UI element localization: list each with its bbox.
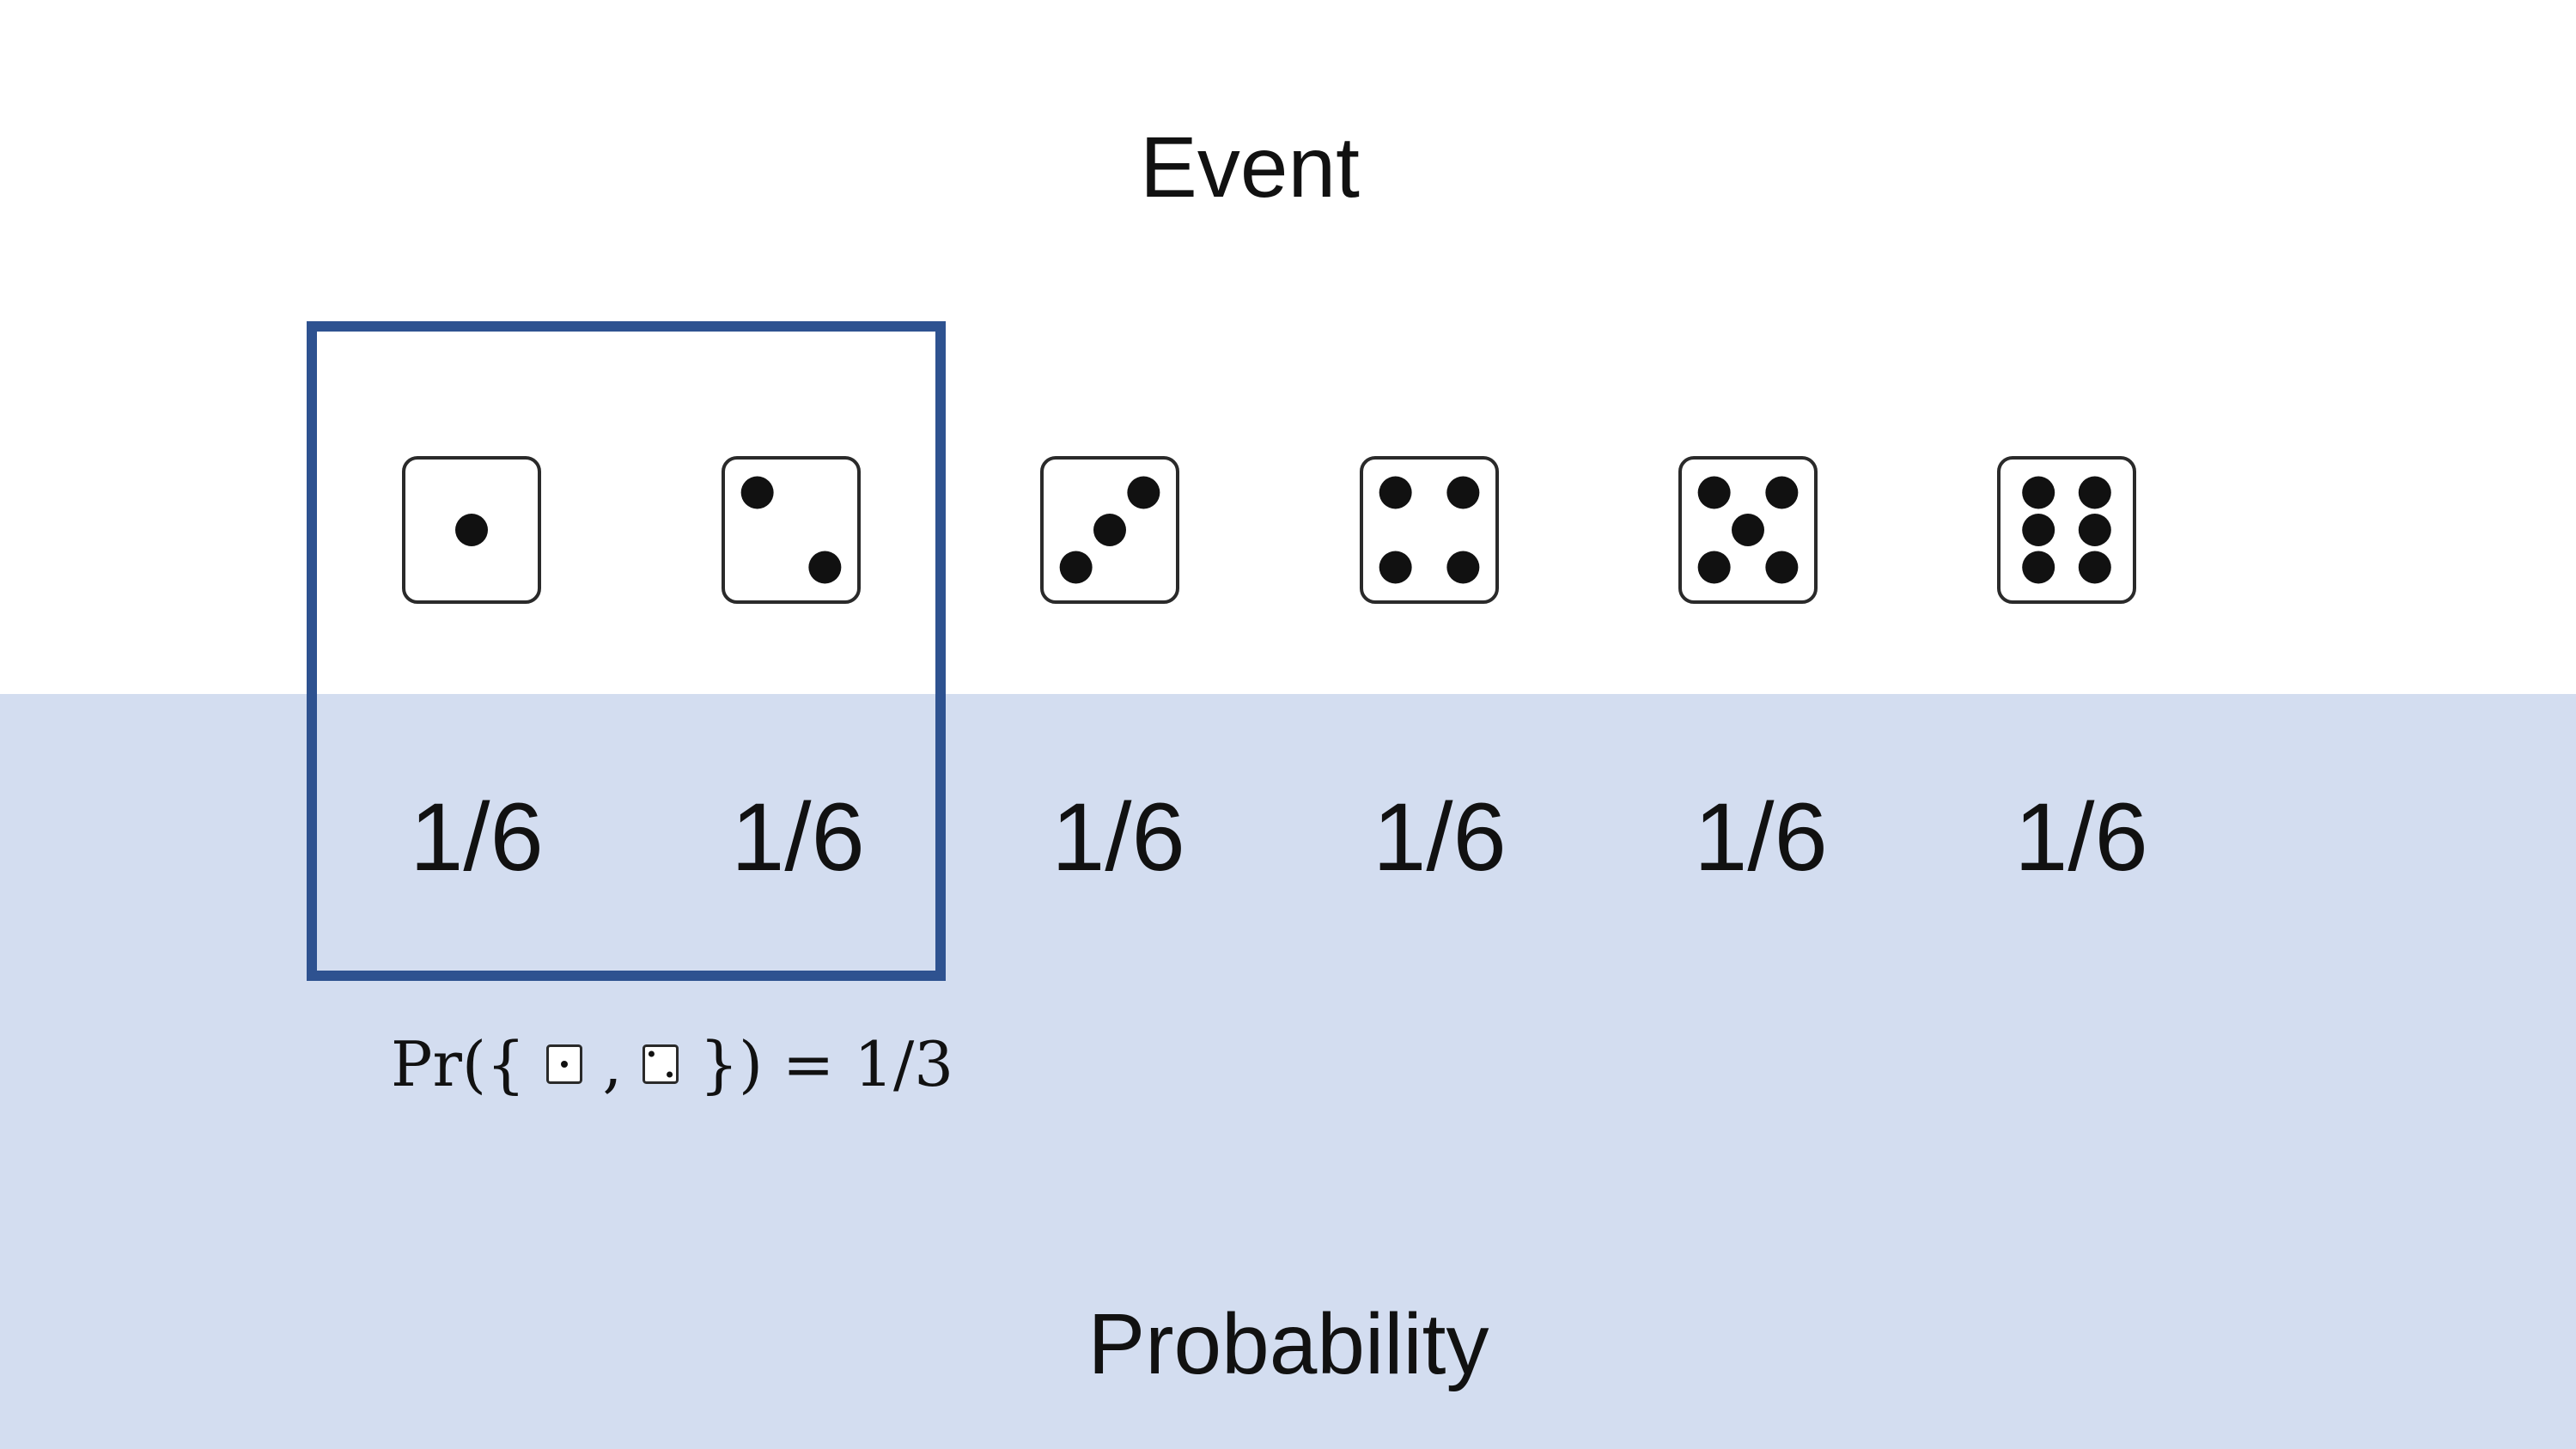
die-pip — [2078, 514, 2111, 546]
formula-separator: , — [602, 1028, 623, 1100]
die-pip — [2078, 551, 2111, 584]
die-pip — [1765, 476, 1799, 509]
die-pip — [1697, 551, 1731, 584]
probability-title: Probability — [1087, 1296, 1489, 1392]
formula-suffix: }) = 1/3 — [699, 1028, 954, 1100]
die-outline — [1360, 456, 1499, 604]
die-face-1-icon — [402, 456, 541, 604]
die-pip — [1446, 476, 1480, 509]
probability-face-2: 1/6 — [731, 783, 865, 891]
die-pip — [2078, 476, 2111, 509]
die-pip — [649, 1050, 655, 1057]
die-pip — [1697, 476, 1731, 509]
die-face-3-icon — [1040, 456, 1179, 604]
die-pip — [2022, 551, 2055, 584]
probability-face-1: 1/6 — [410, 783, 544, 891]
mini-die-face-1-icon — [545, 1044, 582, 1084]
die-pip — [1732, 514, 1764, 546]
die-pip — [1093, 514, 1126, 546]
die-face-5-icon — [1678, 456, 1818, 604]
probability-face-4: 1/6 — [1373, 783, 1507, 891]
event-title: Event — [1140, 119, 1360, 216]
die-face-4-icon — [1360, 456, 1499, 604]
die-pip — [455, 514, 488, 546]
die-outline — [642, 1044, 679, 1084]
die-pip — [2022, 476, 2055, 509]
die-pip — [1446, 551, 1480, 584]
die-pip — [1127, 476, 1160, 509]
die-pip — [667, 1071, 673, 1078]
event-probability-formula: Pr({ , }) = 1/3 — [391, 1016, 953, 1102]
die-face-6-icon — [1997, 456, 2136, 604]
probability-face-3: 1/6 — [1051, 783, 1185, 891]
die-face-2-icon — [722, 456, 861, 604]
die-pip — [2022, 514, 2055, 546]
mini-die-face-2-icon — [642, 1044, 679, 1084]
probability-face-5: 1/6 — [1694, 783, 1828, 891]
die-pip — [1059, 551, 1093, 584]
die-outline — [1997, 456, 2136, 604]
probability-face-6: 1/6 — [2014, 783, 2148, 891]
die-pip — [1765, 551, 1799, 584]
formula-prefix: Pr({ — [391, 1028, 526, 1100]
die-pip — [740, 476, 774, 509]
die-pip — [1379, 551, 1412, 584]
selected-event-highlight — [307, 321, 946, 981]
die-pip — [560, 1061, 568, 1068]
die-pip — [1379, 476, 1412, 509]
probability-region — [0, 694, 2576, 1449]
die-pip — [808, 551, 842, 584]
